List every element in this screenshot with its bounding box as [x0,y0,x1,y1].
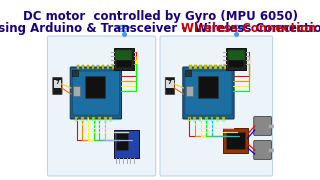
Bar [189,65,192,69]
Bar [76,65,79,69]
FancyBboxPatch shape [254,141,271,159]
Bar [72,70,78,76]
Text: using Arduino & Transceiver -  Wireless Connection: using Arduino & Transceiver - Wireless C… [0,22,320,35]
Bar [87,117,90,121]
Bar [199,65,202,69]
Bar [226,48,246,70]
Bar [166,80,173,88]
FancyBboxPatch shape [254,116,271,136]
Bar [198,76,218,98]
FancyBboxPatch shape [47,36,156,176]
Bar [194,117,196,121]
Bar [205,117,208,121]
Bar [219,65,222,69]
Bar [92,117,95,121]
Bar [214,65,217,69]
Bar [73,86,80,96]
FancyBboxPatch shape [72,71,119,115]
FancyBboxPatch shape [70,67,122,119]
FancyBboxPatch shape [183,67,234,119]
Bar [228,60,244,68]
Bar [216,117,219,121]
Bar [209,65,212,69]
Bar [222,117,225,121]
Bar [107,65,109,69]
FancyBboxPatch shape [53,78,62,94]
Bar [185,70,191,76]
Text: 7: 7 [55,80,59,85]
Bar [82,65,84,69]
Bar [114,130,139,158]
Bar [223,128,248,153]
Bar [194,65,197,69]
Bar [211,117,213,121]
Bar [116,133,128,150]
Bar [186,86,193,96]
FancyBboxPatch shape [165,78,175,94]
Bar [98,117,101,121]
Text: Wireless Connection: Wireless Connection [180,22,316,35]
Bar [228,50,245,61]
Bar [97,65,100,69]
Bar [75,117,78,121]
Bar [114,48,134,70]
Text: 7: 7 [168,80,172,85]
Bar [54,80,61,88]
Bar [224,65,227,69]
Bar [116,60,132,68]
Bar [204,65,207,69]
Bar [101,65,104,69]
Bar [104,117,107,121]
Bar [188,117,191,121]
Bar [226,132,245,149]
Bar [199,117,202,121]
Bar [85,76,105,98]
Bar [112,65,115,69]
Bar [87,65,90,69]
Text: DC motor  controlled by Gyro (MPU 6050): DC motor controlled by Gyro (MPU 6050) [22,10,298,23]
FancyBboxPatch shape [160,36,273,176]
FancyBboxPatch shape [185,71,232,115]
Bar [92,65,94,69]
Bar [81,117,84,121]
Bar [115,50,132,61]
Bar [109,117,112,121]
